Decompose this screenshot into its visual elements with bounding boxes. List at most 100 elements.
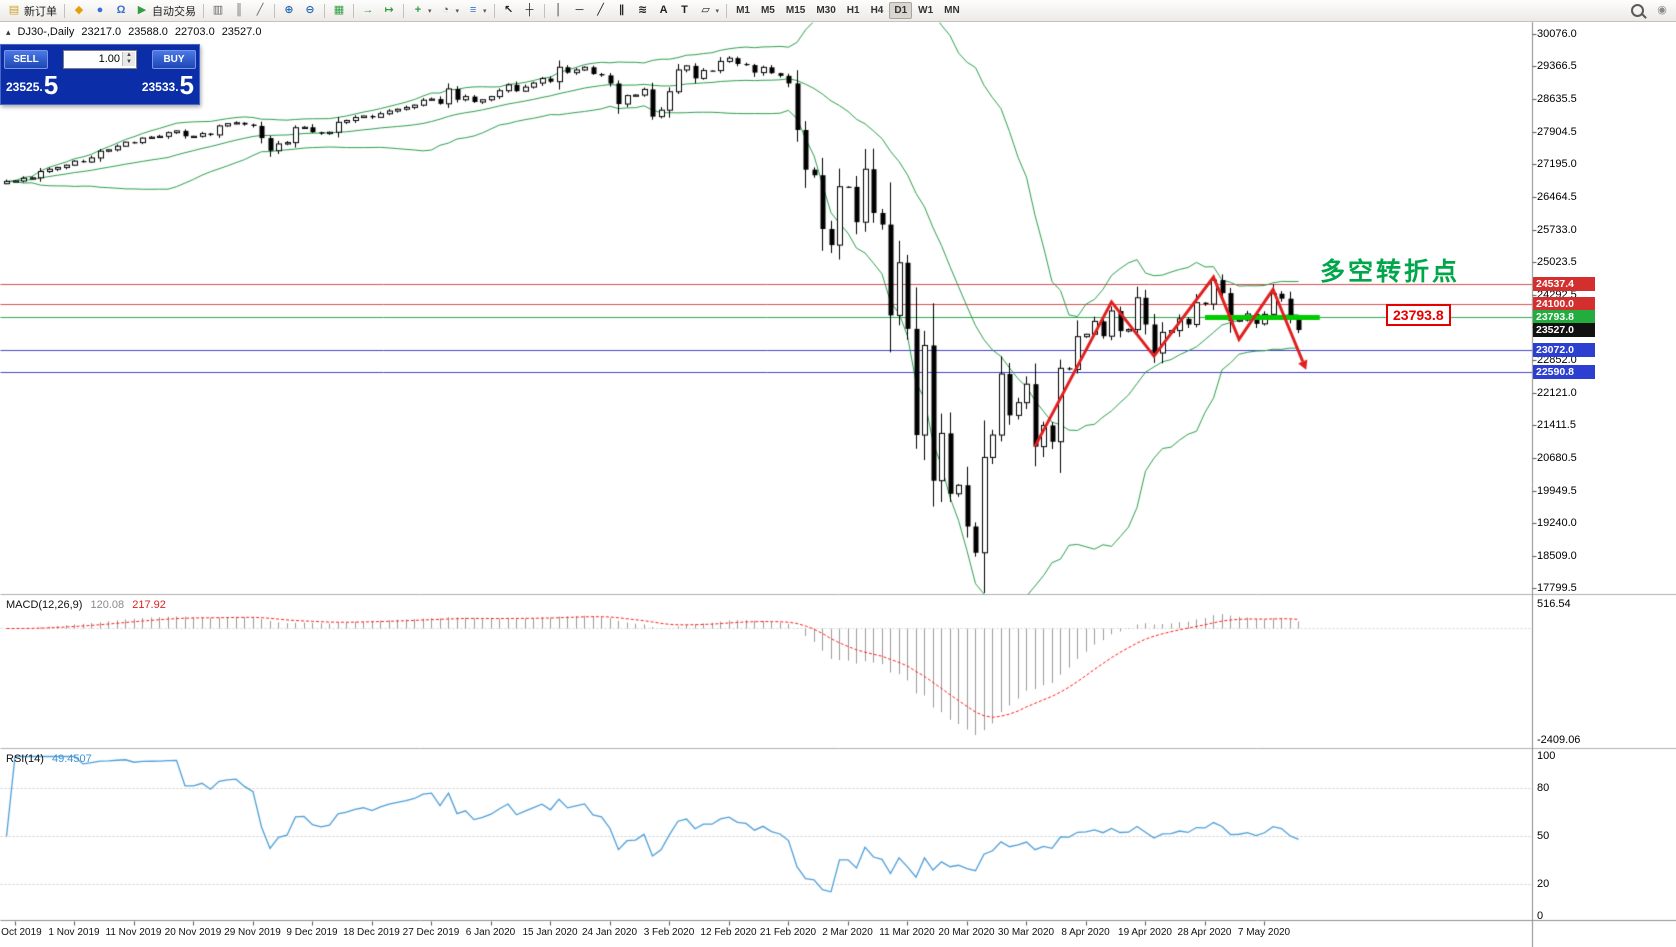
candlestick-icon: ║ (235, 4, 243, 16)
fibonacci-button[interactable]: ≋ (633, 2, 653, 20)
label-icon: T (681, 4, 688, 16)
fibonacci-icon: ≋ (637, 4, 648, 16)
timeframe-m1[interactable]: M1 (736, 5, 750, 16)
autotrade-button[interactable]: ▶ 自动交易 (132, 2, 199, 20)
toolbar-separator (64, 3, 65, 18)
account-button[interactable]: ● (90, 2, 110, 20)
timeframe-d1[interactable]: D1 (889, 2, 913, 19)
sell-price-big-digit: 5 (43, 70, 59, 100)
price-tag: 23072.0 (1533, 343, 1595, 358)
timeframe-m30[interactable]: M30 (816, 5, 836, 16)
sell-button[interactable]: SELL (4, 49, 48, 69)
timeframe-mn[interactable]: MN (944, 5, 960, 16)
trendline-icon: ╱ (597, 4, 604, 16)
volume-decrease-button[interactable]: ▼ (123, 59, 135, 66)
buy-price-big-digit: 5 (179, 70, 194, 100)
zoom-out-icon: ⊖ (305, 4, 315, 16)
horizontal-line-button[interactable]: ─ (570, 2, 590, 20)
buy-button[interactable]: BUY (152, 49, 196, 69)
bar-chart-icon: ▥ (212, 4, 224, 16)
order-panel-prices: 23525. 5 23533. 5 (1, 72, 199, 98)
channel-icon: ∥ (618, 4, 625, 16)
volume-input[interactable] (64, 53, 122, 65)
support-button[interactable]: Ω (111, 2, 131, 20)
community-button[interactable]: ◉ (1652, 2, 1672, 20)
deposit-button[interactable]: ◆ (69, 2, 89, 20)
tile-windows-button[interactable]: ▦ (329, 2, 349, 20)
main-toolbar: ▤ 新订单 ◆ ● Ω ▶ 自动交易 ▥ ║ ╱ ⊕ ⊖ ▦ → ↦ + ▾ ◔ ▾ ≡ ▾ ↖ ┼ │ ─ ╱ ∥ ≋ A T ▱ ▾ M1 M… (0, 0, 1676, 22)
chart-shift-button[interactable]: ↦ (379, 2, 399, 20)
new-order-button-label: 新订单 (24, 5, 57, 18)
dropdown-caret-icon: ▾ (455, 7, 460, 15)
sell-price[interactable]: 23525. 5 (6, 72, 58, 98)
toolbar-separator (726, 3, 728, 18)
timeframe-h1[interactable]: H1 (846, 5, 860, 16)
vertical-line-button[interactable]: │ (549, 2, 569, 20)
toolbar-separator (324, 3, 325, 18)
shapes-icon: ▱ (701, 4, 710, 16)
crosshair-icon: ┼ (525, 4, 534, 16)
candle-chart-button[interactable]: ║ (229, 2, 249, 20)
toolbar-separator (203, 3, 204, 18)
auto-scroll-icon: → (362, 4, 374, 16)
community-icon: ◉ (1657, 4, 1667, 16)
label-button[interactable]: T (675, 2, 695, 20)
toolbar-separator (493, 3, 495, 18)
toolbar-separator (353, 3, 354, 18)
crosshair-button[interactable]: ┼ (520, 2, 540, 20)
price-tag: 24100.0 (1533, 296, 1595, 311)
timeframe-m5[interactable]: M5 (760, 5, 775, 16)
horizontal-line-icon: ─ (575, 4, 584, 16)
zoom-in-button[interactable]: ⊕ (279, 2, 299, 20)
period-button[interactable]: ◔ ▾ (436, 2, 463, 20)
timeframe-w1[interactable]: W1 (918, 5, 934, 16)
price-tag: 22590.8 (1533, 364, 1595, 379)
headset-icon: Ω (116, 4, 126, 16)
cursor-button[interactable]: ↖ (499, 2, 519, 20)
timeframe-m15[interactable]: M15 (785, 5, 806, 16)
order-panel-controls: SELL ▲ ▼ BUY (1, 45, 199, 71)
grid-icon: ▦ (333, 4, 345, 16)
volume-field: ▲ ▼ (63, 49, 137, 69)
buy-price-main: 23533. (141, 80, 179, 94)
one-click-trading-panel: SELL ▲ ▼ BUY 23525. 5 23533. 5 (0, 44, 200, 105)
zoom-in-icon: ⊕ (284, 4, 294, 16)
toolbar-separator (543, 3, 545, 18)
text-button[interactable]: A (654, 2, 674, 20)
search-button[interactable] (1628, 2, 1651, 20)
text-icon: A (659, 4, 668, 16)
toolbar-separator (274, 3, 275, 18)
price-tag: 23793.8 (1533, 310, 1595, 325)
play-icon: ▶ (137, 4, 147, 16)
clock-icon: ◔ (442, 4, 449, 16)
new-order-icon: ▤ (8, 4, 20, 16)
volume-increase-button[interactable]: ▲ (123, 52, 135, 59)
new-order-button[interactable]: ▤ 新订单 (4, 2, 60, 20)
price-tag: 24537.4 (1533, 276, 1595, 291)
bar-chart-button[interactable]: ▥ (208, 2, 228, 20)
indicators-button[interactable]: ≡ ▾ (463, 2, 490, 20)
autotrade-button-label: 自动交易 (152, 5, 196, 18)
shapes-button[interactable]: ▱ ▾ (696, 2, 723, 20)
line-chart-button[interactable]: ╱ (250, 2, 270, 20)
search-icon (1631, 4, 1644, 17)
dropdown-caret-icon: ▾ (428, 7, 432, 15)
zoom-out-button[interactable]: ⊖ (300, 2, 320, 20)
vertical-line-icon: │ (555, 4, 562, 16)
channel-button[interactable]: ∥ (612, 2, 632, 20)
sell-price-main: 23525. (6, 80, 43, 94)
price-tag: 23527.0 (1533, 322, 1595, 337)
toolbar-separator (403, 3, 404, 18)
new-chart-button[interactable]: + ▾ (408, 2, 435, 20)
timeframe-h4[interactable]: H4 (870, 5, 884, 16)
buy-price[interactable]: 23533. 5 (142, 72, 194, 98)
indicators-icon: ≡ (469, 4, 477, 16)
cursor-icon: ↖ (503, 4, 514, 16)
trendline-button[interactable]: ╱ (591, 2, 611, 20)
user-icon: ● (96, 4, 104, 16)
gold-bar-icon: ◆ (74, 4, 84, 16)
dropdown-caret-icon: ▾ (715, 7, 720, 15)
auto-scroll-button[interactable]: → (358, 2, 378, 20)
one-click-collapse-icon[interactable]: ▴ (6, 26, 11, 37)
